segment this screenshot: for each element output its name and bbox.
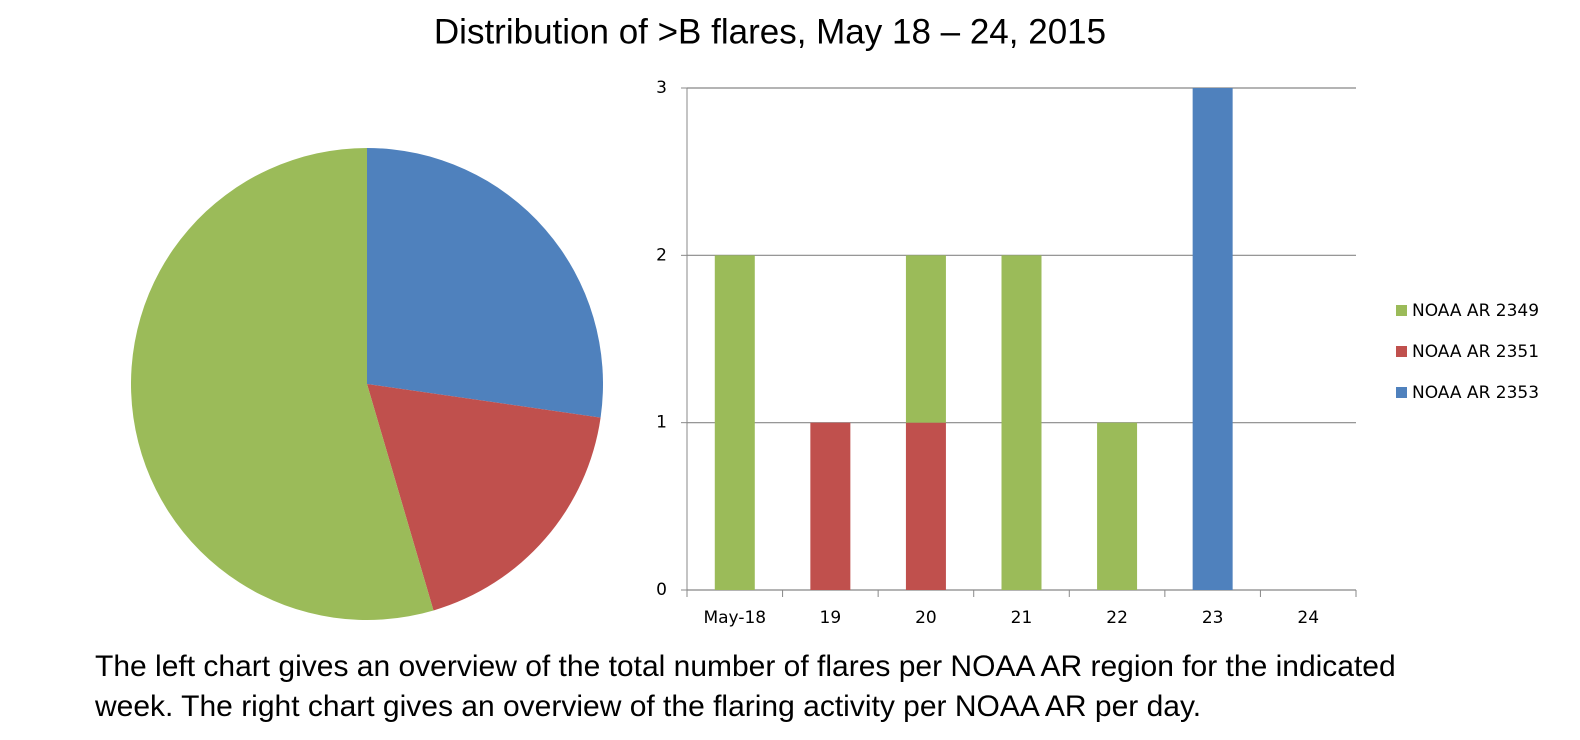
- y-tick-label: 3: [656, 78, 667, 98]
- bar-segment: [905, 422, 946, 590]
- bar-segment: [1001, 255, 1042, 591]
- x-tick-label: 21: [1011, 608, 1033, 628]
- x-tick-label: 19: [820, 608, 842, 628]
- legend-swatch: [1396, 387, 1407, 398]
- legend-label: NOAA AR 2349: [1412, 301, 1539, 321]
- legend-label: NOAA AR 2353: [1412, 383, 1539, 403]
- x-tick-label: 22: [1106, 608, 1128, 628]
- caption-line: week. The right chart gives an overview …: [94, 690, 1201, 723]
- x-tick-label: May-18: [703, 608, 766, 628]
- legend-swatch: [1396, 346, 1407, 357]
- y-tick-label: 0: [656, 580, 667, 600]
- caption-line: The left chart gives an overview of the …: [95, 650, 1396, 683]
- x-tick-label: 20: [915, 608, 937, 628]
- bar-segment: [1192, 88, 1233, 590]
- pie-slice: [367, 384, 601, 611]
- legend-swatch: [1396, 305, 1407, 316]
- pie-slice: [367, 148, 603, 418]
- pie-slice: [131, 148, 434, 620]
- bar-segment: [1097, 422, 1138, 590]
- bar-segment: [810, 422, 851, 590]
- bar-segment: [905, 255, 946, 423]
- x-tick-label: 24: [1297, 608, 1319, 628]
- bar-segment: [714, 255, 755, 591]
- title: Distribution of >B flares, May 18 – 24, …: [434, 12, 1106, 51]
- y-tick-label: 1: [656, 413, 667, 433]
- x-tick-label: 23: [1202, 608, 1224, 628]
- legend-label: NOAA AR 2351: [1412, 342, 1539, 362]
- y-tick-label: 2: [656, 245, 667, 265]
